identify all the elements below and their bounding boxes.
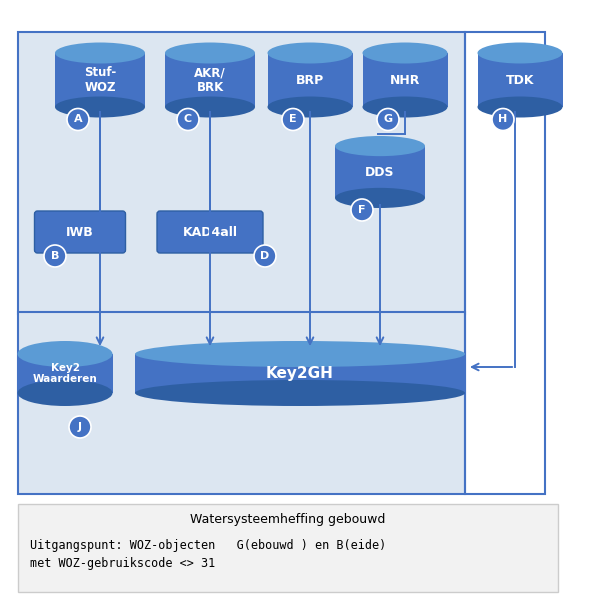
Ellipse shape <box>55 96 145 117</box>
FancyBboxPatch shape <box>34 211 126 253</box>
Text: E: E <box>289 114 297 125</box>
Bar <box>18 32 465 314</box>
Bar <box>362 53 447 107</box>
Text: KAD4all: KAD4all <box>182 226 238 238</box>
Text: F: F <box>358 205 366 215</box>
Ellipse shape <box>362 96 447 117</box>
Text: A: A <box>74 114 83 125</box>
Bar <box>18 312 465 494</box>
Text: DDS: DDS <box>365 166 395 179</box>
Ellipse shape <box>135 341 465 367</box>
Circle shape <box>351 199 373 221</box>
Bar <box>465 32 545 494</box>
FancyBboxPatch shape <box>157 211 263 253</box>
Ellipse shape <box>335 136 425 156</box>
Text: Key2
Waarderen: Key2 Waarderen <box>32 362 97 384</box>
Text: Key2GH: Key2GH <box>266 366 334 381</box>
Circle shape <box>67 108 89 131</box>
Circle shape <box>254 245 276 267</box>
Bar <box>335 146 425 198</box>
Bar <box>55 53 145 107</box>
Text: H: H <box>499 114 507 125</box>
Text: AKR/
BRK: AKR/ BRK <box>194 66 226 94</box>
Circle shape <box>282 108 304 131</box>
Text: Stuf-
WOZ: Stuf- WOZ <box>84 66 116 94</box>
Bar <box>267 53 352 107</box>
Ellipse shape <box>165 43 255 63</box>
Ellipse shape <box>165 96 255 117</box>
Bar <box>165 53 255 107</box>
Ellipse shape <box>362 43 447 63</box>
Circle shape <box>377 108 399 131</box>
Text: G: G <box>384 114 392 125</box>
Circle shape <box>44 245 66 267</box>
Text: met WOZ-gebruikscode <> 31: met WOZ-gebruikscode <> 31 <box>30 557 215 571</box>
Text: B: B <box>51 251 59 261</box>
Text: J: J <box>78 422 82 432</box>
Ellipse shape <box>135 380 465 406</box>
Text: BRP: BRP <box>296 73 324 87</box>
Text: D: D <box>260 251 270 261</box>
Ellipse shape <box>18 341 113 367</box>
Text: TDK: TDK <box>506 73 535 87</box>
Ellipse shape <box>335 188 425 208</box>
Circle shape <box>492 108 514 131</box>
Bar <box>18 354 113 393</box>
Text: C: C <box>184 114 192 125</box>
Ellipse shape <box>267 43 352 63</box>
Circle shape <box>69 416 91 438</box>
Text: NHR: NHR <box>390 73 420 87</box>
Bar <box>477 53 562 107</box>
Bar <box>135 354 465 393</box>
Ellipse shape <box>18 380 113 406</box>
Circle shape <box>177 108 199 131</box>
Ellipse shape <box>477 43 562 63</box>
Text: IWB: IWB <box>66 226 94 238</box>
Text: Watersysteemheffing gebouwd: Watersysteemheffing gebouwd <box>191 514 386 527</box>
Ellipse shape <box>477 96 562 117</box>
Ellipse shape <box>55 43 145 63</box>
Bar <box>18 504 558 592</box>
Ellipse shape <box>267 96 352 117</box>
Text: Uitgangspunt: WOZ-objecten   G(ebouwd ) en B(eide): Uitgangspunt: WOZ-objecten G(ebouwd ) en… <box>30 539 386 553</box>
